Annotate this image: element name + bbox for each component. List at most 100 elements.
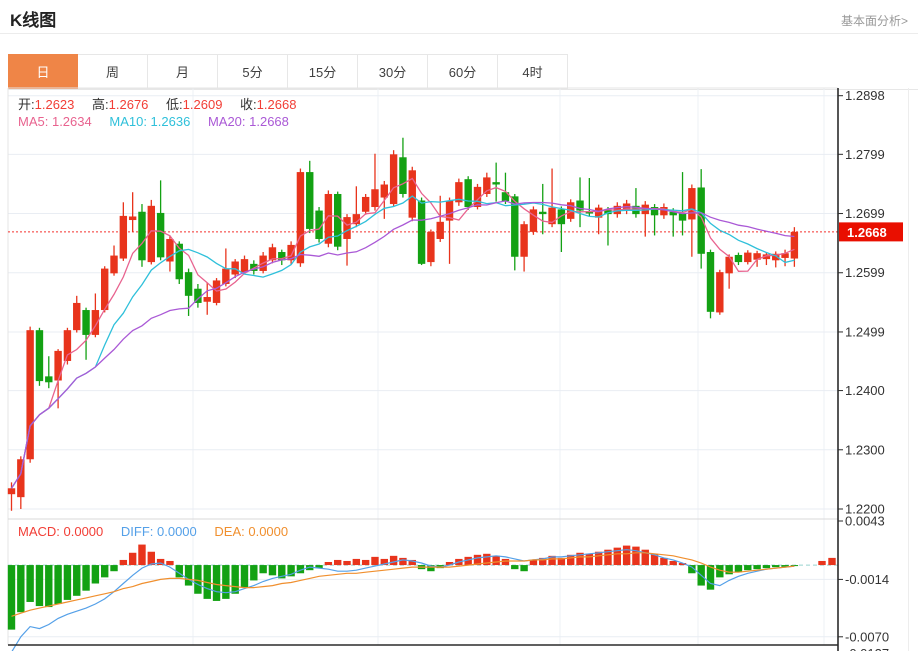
macd-bar <box>91 565 100 584</box>
macd-bar <box>650 553 659 566</box>
candle <box>417 197 426 266</box>
candle <box>697 169 705 269</box>
macd-bar <box>716 565 724 578</box>
macd-bar <box>184 565 193 586</box>
macd-bar <box>231 565 239 594</box>
macd-bar <box>82 565 90 591</box>
diff-line <box>11 549 795 651</box>
candle <box>101 266 109 313</box>
macd-label: MACD: <box>18 524 64 539</box>
low-label: 低: <box>166 97 183 112</box>
macd-bar <box>725 565 733 575</box>
ma5-value: 1.2634 <box>51 114 92 129</box>
macd-bar <box>222 565 230 599</box>
macd-bar <box>576 552 584 566</box>
macd-legend: MACD: 0.0000 DIFF: 0.0000 DEA: 0.0000 <box>18 524 302 539</box>
macd-bar <box>753 565 761 570</box>
price-axis-label: 1.2499 <box>845 324 885 339</box>
candle <box>156 180 165 261</box>
ma5-line <box>10 177 795 489</box>
macd-bar <box>613 547 621 566</box>
high-label: 高: <box>92 97 109 112</box>
macd-axis-label: 0.0043 <box>845 514 885 529</box>
macd-bar <box>7 565 16 630</box>
macd-bar <box>762 565 771 569</box>
open-value: 1.2623 <box>34 97 75 112</box>
candle <box>772 251 780 268</box>
candle <box>194 283 202 308</box>
candle <box>725 254 733 289</box>
candle <box>268 243 277 264</box>
macd-bar <box>529 559 538 566</box>
candle <box>287 241 295 264</box>
macd-bar <box>389 555 398 566</box>
candle <box>744 250 752 265</box>
macd-bar <box>352 558 361 566</box>
ma20-value: 1.2668 <box>249 114 289 129</box>
candle <box>389 150 398 208</box>
ohlc-legend: 开:1.2623 高:1.2676 低:1.2609 收:1.2668 <box>18 94 310 113</box>
macd-bar <box>408 559 416 566</box>
candle <box>501 172 510 205</box>
macd-bar <box>250 565 258 581</box>
tab-month[interactable]: 月 <box>148 54 218 89</box>
diff-label: DIFF: <box>120 524 157 539</box>
macd-bar <box>147 551 155 566</box>
macd-bar <box>585 553 594 566</box>
macd-bar <box>622 545 631 566</box>
right-axis: 1.2898 1.2799 1.2699 1.2599 1.2499 1.2400 1.23… <box>8 88 903 651</box>
macd-bar <box>63 565 72 600</box>
candle <box>585 178 594 217</box>
macd-bar <box>156 558 165 566</box>
candle <box>26 326 34 463</box>
macd-bar <box>45 565 53 608</box>
price-axis-label: 1.2898 <box>845 88 885 103</box>
macd-bar <box>17 565 25 613</box>
macd-bar <box>669 560 677 566</box>
ma20-label: MA20: <box>207 114 250 129</box>
dea-value: 0.0000 <box>248 524 289 539</box>
candle <box>511 193 519 271</box>
macd-bar <box>828 557 836 566</box>
candle <box>734 252 743 266</box>
candle <box>35 327 44 386</box>
fundamental-analysis-link[interactable]: 基本面分析> <box>840 14 908 28</box>
candle <box>483 172 491 197</box>
dea-label: DEA: <box>214 524 249 539</box>
last-price-tag: 1.2668 <box>839 222 903 242</box>
candle <box>73 295 81 333</box>
macd-bar <box>101 565 109 578</box>
candle <box>334 191 342 251</box>
main-panel <box>7 137 838 511</box>
candle <box>455 178 463 206</box>
macd-bar <box>343 560 351 566</box>
candle <box>296 168 305 267</box>
candle <box>706 249 715 319</box>
macd-bar <box>511 565 519 570</box>
tab-day[interactable]: 日 <box>8 54 78 89</box>
tab-15min[interactable]: 15分 <box>288 54 358 89</box>
price-axis-label: 1.2799 <box>845 147 885 162</box>
tab-60min[interactable]: 60分 <box>428 54 498 89</box>
candle <box>203 282 211 315</box>
macd-bar <box>744 565 752 571</box>
candle <box>45 356 53 389</box>
macd-bar <box>268 565 277 576</box>
header-divider <box>0 33 918 34</box>
candle <box>641 201 649 237</box>
candle <box>399 137 407 198</box>
macd-bar <box>492 555 500 566</box>
price-axis-label: 1.2599 <box>845 265 885 280</box>
dea-line <box>11 552 795 617</box>
candle <box>82 307 90 360</box>
ma5-label: MA5: <box>18 114 52 129</box>
candle <box>762 252 771 266</box>
macd-bar <box>380 558 388 566</box>
candle <box>464 176 472 210</box>
macd-bar <box>399 557 407 566</box>
candle <box>529 206 538 235</box>
tab-5min[interactable]: 5分 <box>218 54 288 89</box>
tab-4hour[interactable]: 4时 <box>498 54 568 89</box>
